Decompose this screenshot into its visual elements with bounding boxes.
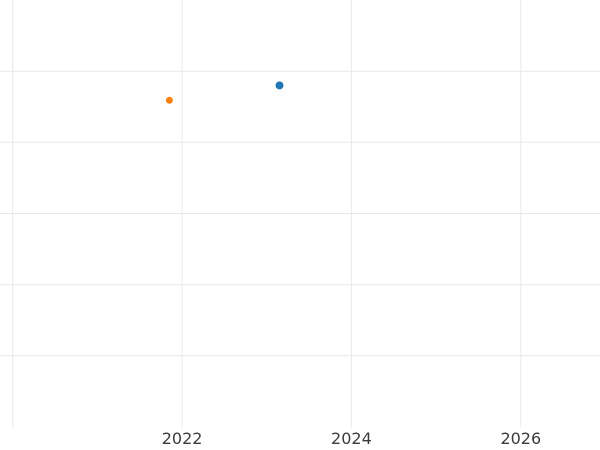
scatter-point-series-blue[interactable] bbox=[275, 81, 284, 90]
x-tick-label-2024: 2024 bbox=[331, 429, 372, 448]
x-tick-label-2026: 2026 bbox=[500, 429, 541, 448]
scatter-point-series-orange[interactable] bbox=[165, 96, 173, 104]
x-tick-label-2022: 2022 bbox=[162, 429, 203, 448]
